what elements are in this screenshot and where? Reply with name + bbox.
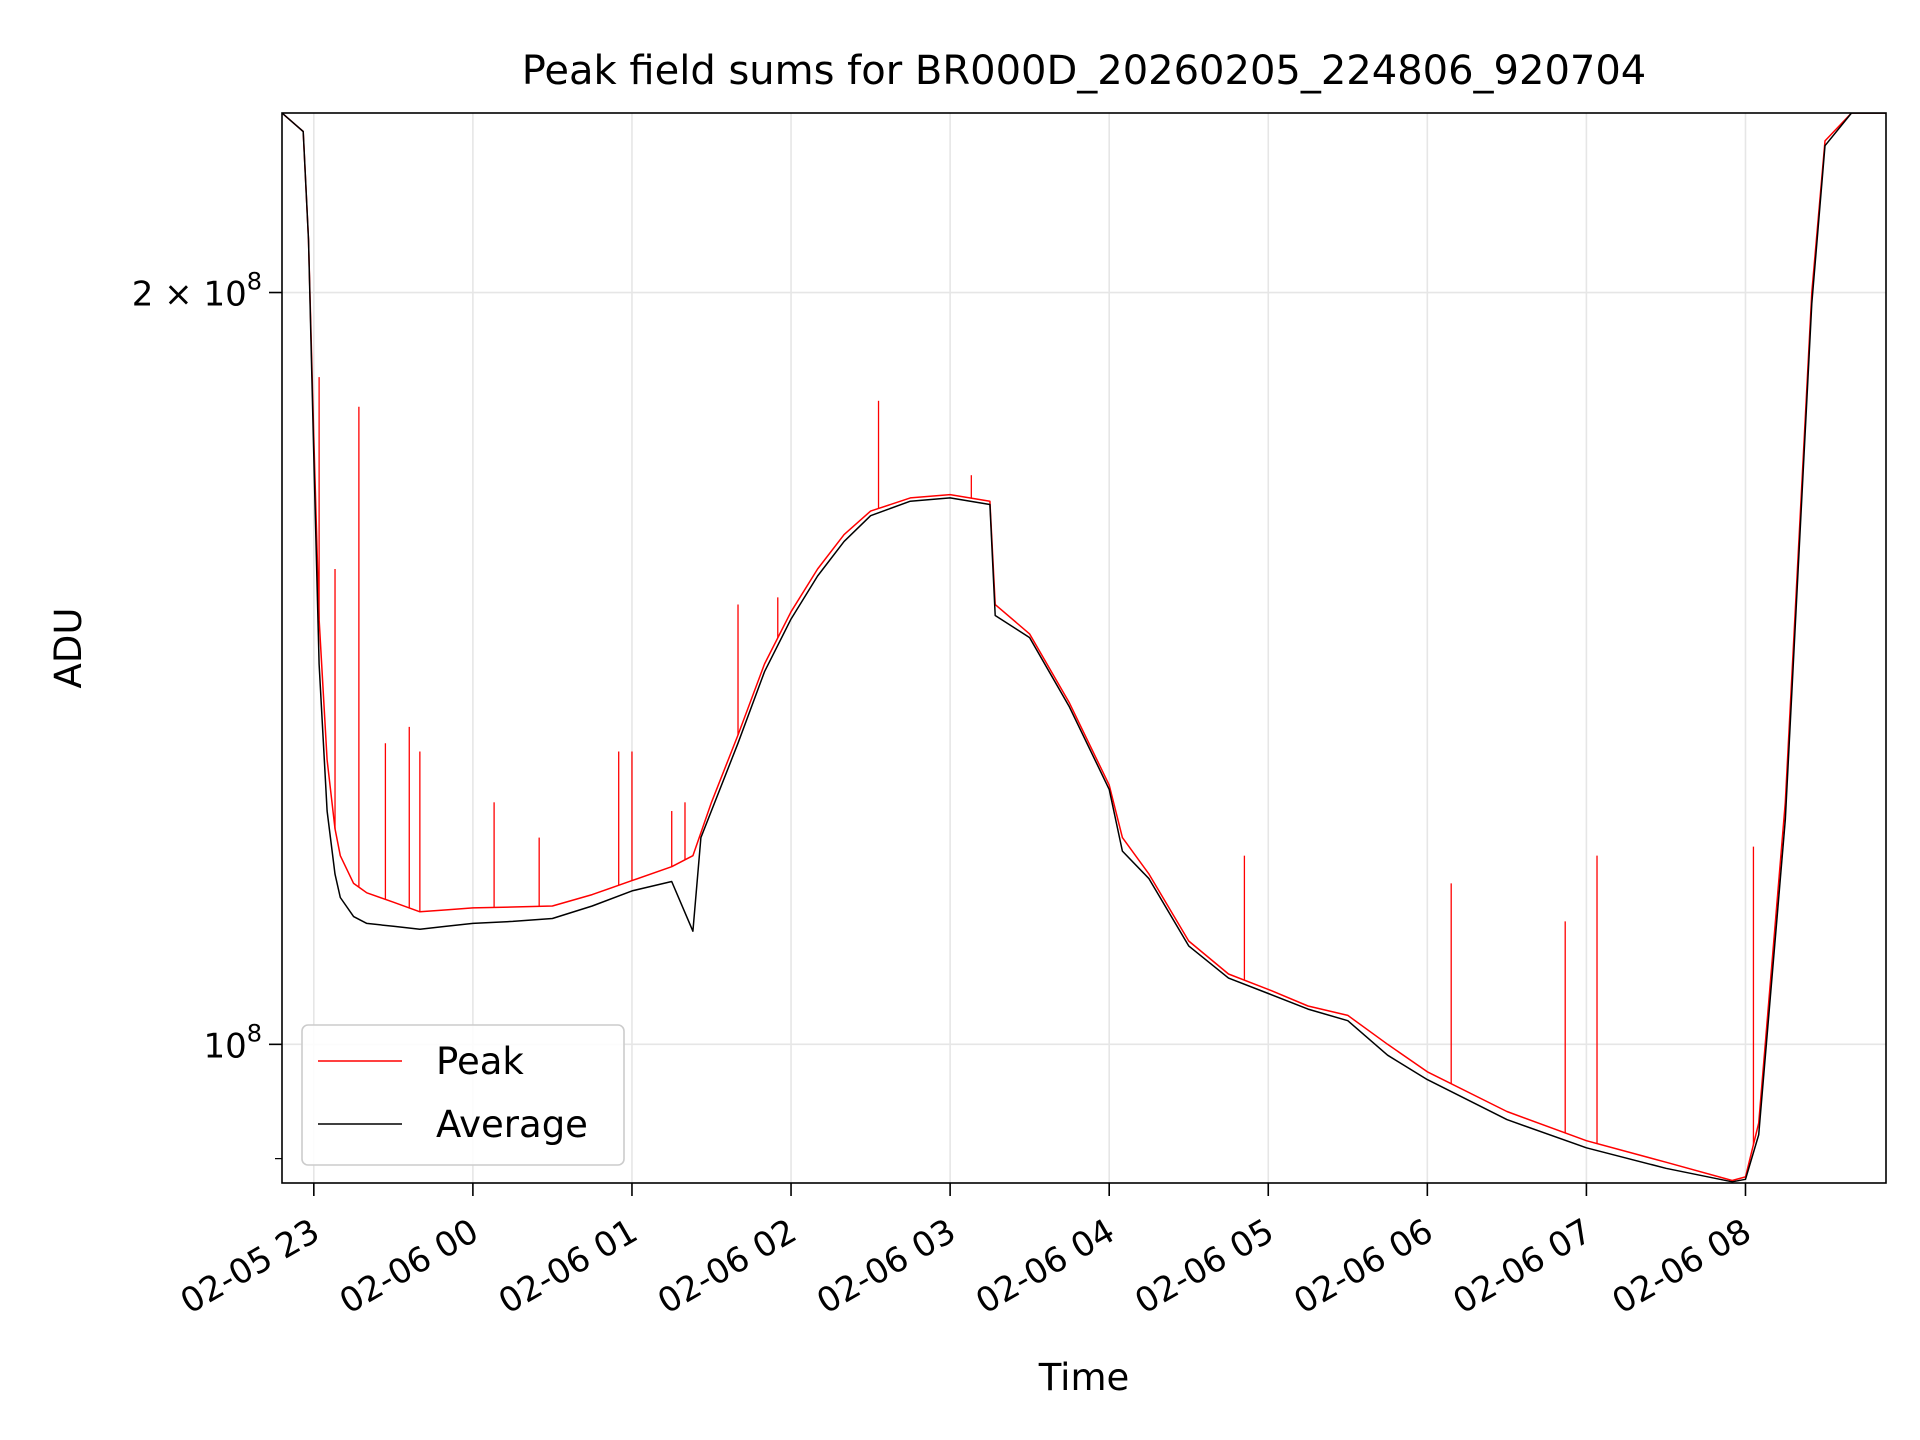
- x-tick-label: 02-06 00: [333, 1211, 485, 1322]
- series-group: [282, 113, 1886, 1183]
- y-tick-exponent: 8: [247, 268, 262, 296]
- y-tick-label: 108: [203, 1019, 262, 1066]
- chart-title: Peak field sums for BR000D_20260205_2248…: [522, 48, 1647, 94]
- x-tick-label: 02-06 01: [492, 1211, 644, 1322]
- x-tick-label: 02-06 08: [1606, 1211, 1758, 1322]
- axes-frame: [281, 112, 1887, 1184]
- x-tick-label: 02-06 04: [969, 1211, 1121, 1322]
- x-axis-ticks: 02-05 23 02-06 00 02-06 01 02-06 02 02-06 03…: [174, 1183, 1758, 1322]
- legend-label-average: Average: [436, 1103, 588, 1146]
- x-tick-label: 02-05 23: [174, 1211, 326, 1322]
- y-tick-exponent: 8: [247, 1019, 262, 1047]
- x-tick-label: 02-06 07: [1447, 1211, 1599, 1322]
- x-tick-label: 02-06 03: [810, 1211, 962, 1322]
- legend-label-peak: Peak: [436, 1040, 524, 1083]
- legend: Peak Average: [301, 1024, 625, 1166]
- x-tick-label: 02-06 05: [1128, 1211, 1280, 1322]
- y-tick-base: 10: [203, 1026, 246, 1066]
- peak-series-line: [282, 113, 1886, 1182]
- plot-lines: [282, 113, 1886, 1183]
- legend-box: [301, 1024, 625, 1166]
- grid-lines: [282, 113, 1886, 1183]
- x-tick-label: 02-06 02: [651, 1211, 803, 1322]
- x-tick-label: 02-06 06: [1287, 1211, 1439, 1322]
- y-axis-label: ADU: [47, 608, 90, 689]
- average-series-line: [282, 113, 1886, 1183]
- y-tick-base: 2 × 10: [132, 275, 247, 315]
- y-tick-label: 2 × 108: [132, 268, 262, 315]
- x-axis-label: Time: [1038, 1356, 1130, 1399]
